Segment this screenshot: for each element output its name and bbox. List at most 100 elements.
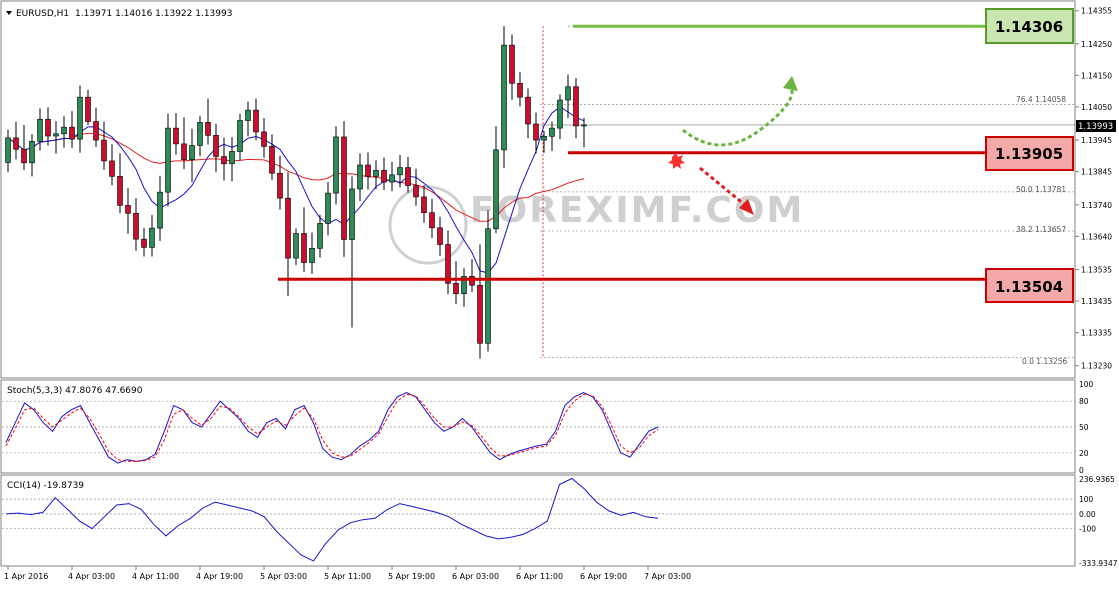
stoch-tick-label: 100 bbox=[1079, 380, 1094, 389]
candle-body bbox=[389, 174, 395, 183]
candle-body bbox=[549, 127, 555, 137]
time-tick-label: 4 Apr 19:00 bbox=[196, 572, 243, 581]
candle-body bbox=[517, 83, 523, 98]
candle-body bbox=[365, 164, 371, 177]
price-tick-label: 1.13945 bbox=[1081, 136, 1112, 145]
candle-body bbox=[437, 227, 443, 245]
cci-tick-label: -333.9347 bbox=[1079, 559, 1118, 568]
candle-body bbox=[205, 122, 211, 136]
candle-body bbox=[453, 283, 459, 295]
candle-body bbox=[461, 276, 467, 295]
stoch-main-line bbox=[5, 392, 659, 464]
bullish-arrowhead-icon bbox=[783, 76, 798, 91]
cci-title: CCI(14) -19.8739 bbox=[7, 481, 84, 491]
candle-body bbox=[477, 284, 483, 344]
candle-body bbox=[245, 109, 251, 121]
candle-body bbox=[29, 141, 35, 164]
time-tick-label: 6 Apr 11:00 bbox=[516, 572, 563, 581]
support-label: 1.13504 bbox=[995, 278, 1063, 296]
time-tick-label: 1 Apr 2016 bbox=[4, 572, 48, 581]
candle-body bbox=[357, 164, 363, 190]
candle-body bbox=[469, 276, 475, 286]
price-tick-label: 1.14150 bbox=[1081, 71, 1112, 80]
price-tick-label: 1.14050 bbox=[1081, 103, 1112, 112]
candle-body bbox=[333, 136, 339, 194]
stoch-tick-label: 0 bbox=[1079, 466, 1084, 475]
price-tick-label: 1.13230 bbox=[1081, 362, 1112, 371]
candle-body bbox=[493, 149, 499, 230]
current-price-text: 1.13993 bbox=[1078, 122, 1113, 132]
candle-body bbox=[541, 136, 547, 141]
fib-50-label: 50.0 1.13781 bbox=[1016, 185, 1066, 194]
candle-body bbox=[573, 86, 579, 127]
time-tick-label: 7 Apr 03:00 bbox=[644, 572, 691, 581]
candle-body bbox=[221, 156, 227, 165]
cci-tick-label: 236.9365 bbox=[1079, 475, 1115, 484]
candle-body bbox=[533, 123, 539, 141]
cci-tick-label: -100 bbox=[1079, 525, 1096, 534]
stoch-panel-frame bbox=[0, 379, 1076, 474]
stoch-title: Stoch(5,3,3) 47.8076 47.6690 bbox=[7, 386, 143, 396]
candle-body bbox=[5, 137, 11, 163]
candle-body bbox=[373, 170, 379, 177]
price-tick-label: 1.14355 bbox=[1081, 7, 1112, 16]
candle-body bbox=[285, 197, 291, 259]
candle-body bbox=[189, 145, 195, 160]
candle-body bbox=[525, 96, 531, 125]
time-tick-label: 5 Apr 11:00 bbox=[324, 572, 371, 581]
fib-38-label: 38.2 1.13657 bbox=[1016, 225, 1066, 234]
candle-body bbox=[317, 223, 323, 249]
candle-body bbox=[237, 120, 243, 152]
candle-body bbox=[165, 127, 171, 193]
price-tick-label: 1.14250 bbox=[1081, 40, 1112, 49]
level-lines bbox=[278, 24, 986, 281]
candle-body bbox=[21, 148, 27, 164]
candle-body bbox=[141, 238, 147, 248]
candle-body bbox=[509, 44, 515, 84]
price-tick-label: 1.13435 bbox=[1081, 297, 1112, 306]
candle-body bbox=[117, 176, 123, 206]
stoch-tick-label: 80 bbox=[1079, 397, 1089, 406]
stoch-tick-label: 20 bbox=[1079, 449, 1089, 458]
cci-panel: 236.9365 100 0.00 -100 -333.9347 bbox=[2, 475, 1118, 568]
candle-body bbox=[581, 124, 587, 127]
main-panel-frame bbox=[0, 0, 1076, 379]
candle-body bbox=[61, 126, 67, 135]
candle-body bbox=[485, 228, 491, 344]
candle-body bbox=[53, 133, 59, 137]
candle-body bbox=[405, 167, 411, 186]
candle-body bbox=[565, 86, 571, 101]
price-tick-label: 1.13740 bbox=[1081, 201, 1112, 210]
candle-body bbox=[77, 96, 83, 140]
time-tick-label: 5 Apr 03:00 bbox=[260, 572, 307, 581]
candle-body bbox=[13, 137, 19, 150]
bearish-arrowhead-icon bbox=[739, 199, 754, 215]
candle-body bbox=[149, 227, 155, 248]
candle-body bbox=[229, 151, 235, 165]
cci-panel-frame bbox=[0, 474, 1076, 567]
candle-body bbox=[445, 244, 451, 284]
candle-body bbox=[309, 248, 315, 263]
time-tick-label: 6 Apr 19:00 bbox=[580, 572, 627, 581]
candle-body bbox=[213, 135, 219, 157]
burst-icon bbox=[668, 153, 685, 169]
candle-body bbox=[349, 188, 355, 240]
candle-body bbox=[293, 233, 299, 259]
candle-body bbox=[125, 205, 131, 214]
candle-body bbox=[261, 131, 267, 147]
time-tick-label: 4 Apr 03:00 bbox=[68, 572, 115, 581]
price-tick-label: 1.13535 bbox=[1081, 265, 1112, 274]
candle-body bbox=[413, 185, 419, 198]
candle-body bbox=[181, 143, 187, 160]
candle-body bbox=[429, 212, 435, 229]
candle-body bbox=[69, 126, 75, 140]
candle-body bbox=[133, 212, 139, 240]
cci-tick-label: 100 bbox=[1079, 495, 1094, 504]
candle-body bbox=[397, 167, 403, 176]
dropdown-arrow-icon[interactable] bbox=[6, 11, 12, 15]
candle-body bbox=[277, 172, 283, 199]
support-badge: 1.13504 bbox=[985, 268, 1074, 303]
time-tick-label: 5 Apr 19:00 bbox=[388, 572, 435, 581]
candle-body bbox=[253, 109, 259, 133]
